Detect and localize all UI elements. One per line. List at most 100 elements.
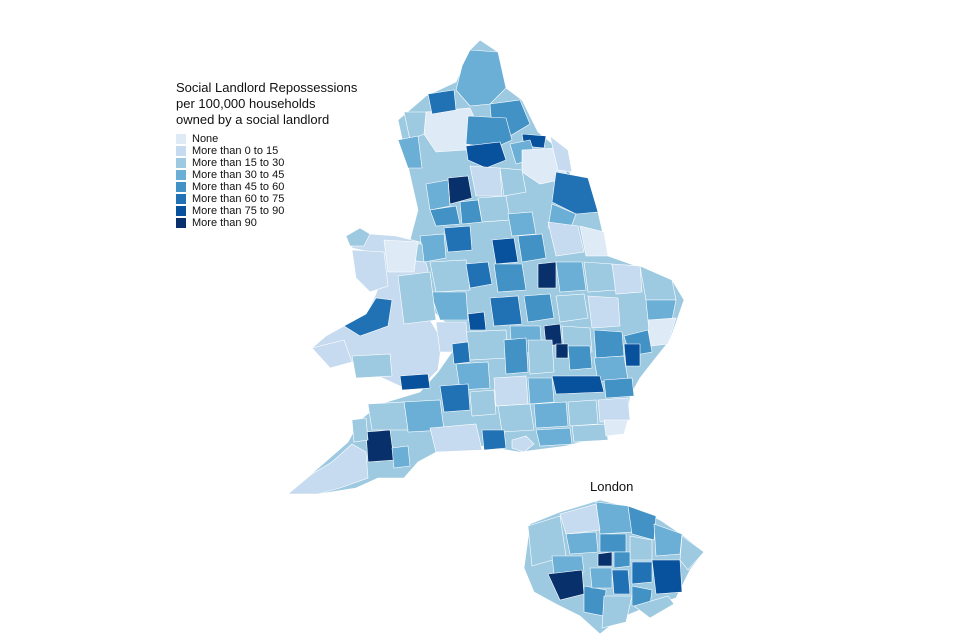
newham bbox=[631, 561, 653, 585]
swindon bbox=[493, 375, 529, 407]
exmoor bbox=[367, 401, 409, 431]
dorset bbox=[429, 423, 483, 453]
fylde bbox=[425, 179, 451, 211]
bromley bbox=[633, 595, 675, 619]
wandsworth bbox=[589, 567, 613, 589]
cumbria-coast bbox=[403, 111, 427, 141]
torbay bbox=[391, 445, 411, 469]
redbridge bbox=[653, 523, 683, 557]
waltham-forest bbox=[629, 535, 653, 561]
croydon bbox=[601, 595, 633, 629]
hertford bbox=[567, 345, 593, 371]
wakefield bbox=[507, 211, 537, 237]
kent-weald bbox=[597, 397, 631, 423]
legend-swatch bbox=[176, 218, 186, 228]
east-riding bbox=[551, 171, 599, 215]
sheffield bbox=[491, 237, 519, 265]
leicester bbox=[523, 293, 555, 323]
colchester bbox=[593, 329, 625, 359]
legend-label: More than 45 to 60 bbox=[192, 181, 285, 193]
southend bbox=[623, 343, 641, 367]
crawley bbox=[567, 399, 599, 427]
lincolnshire-east bbox=[579, 225, 609, 257]
legend-item-30-45: More than 30 to 45 bbox=[176, 169, 357, 181]
map-legend: Social Landlord Repossessions per 100,00… bbox=[176, 80, 357, 229]
legend-swatch bbox=[176, 134, 186, 144]
barking bbox=[651, 559, 683, 595]
harrogate bbox=[469, 165, 503, 197]
telford bbox=[467, 311, 487, 331]
luton bbox=[555, 343, 569, 359]
legend-title-line-2: per 100,000 households bbox=[176, 96, 316, 111]
eastbourne bbox=[571, 423, 609, 443]
preston bbox=[429, 205, 461, 227]
gloucester bbox=[455, 361, 491, 391]
enfield bbox=[627, 505, 657, 541]
norwich bbox=[645, 299, 677, 321]
nottingham bbox=[537, 261, 557, 289]
swansea bbox=[351, 353, 393, 379]
suffolk-coast bbox=[647, 317, 677, 347]
birmingham bbox=[489, 295, 523, 327]
stoke bbox=[465, 261, 493, 289]
legend-swatch bbox=[176, 194, 186, 204]
legend-title: Social Landlord Repossessions per 100,00… bbox=[176, 80, 357, 128]
scarborough bbox=[549, 135, 573, 173]
liverpool bbox=[419, 233, 447, 263]
southampton bbox=[481, 429, 507, 451]
york bbox=[499, 167, 527, 197]
bradford bbox=[459, 199, 483, 225]
cardiff bbox=[399, 373, 431, 391]
anglesey bbox=[345, 227, 371, 247]
legend-label: More than 15 to 30 bbox=[192, 157, 285, 169]
legend-label: More than 0 to 15 bbox=[192, 145, 279, 157]
legend-label: More than 60 to 75 bbox=[192, 193, 285, 205]
england-wales-map bbox=[287, 39, 685, 495]
winchester bbox=[497, 403, 535, 433]
legend-swatch bbox=[176, 158, 186, 168]
kings-lynn bbox=[611, 263, 643, 295]
leeds bbox=[477, 195, 511, 223]
london-inset-title: London bbox=[590, 479, 634, 494]
legend-swatch bbox=[176, 146, 186, 156]
london-area bbox=[551, 375, 605, 395]
durham-county bbox=[465, 115, 513, 149]
peterborough bbox=[555, 293, 589, 323]
legend-item-none: None bbox=[176, 133, 357, 145]
ealing bbox=[551, 555, 585, 575]
canterbury bbox=[603, 419, 629, 437]
norfolk-north bbox=[639, 265, 677, 301]
cheshire bbox=[429, 259, 471, 293]
surrey bbox=[533, 401, 569, 429]
shropshire bbox=[429, 291, 469, 321]
london-inset bbox=[523, 499, 705, 635]
legend-item-75-90: More than 75 to 90 bbox=[176, 205, 357, 217]
boston bbox=[583, 261, 617, 293]
legend-item-over-90: More than 90 bbox=[176, 217, 357, 229]
darlington-area bbox=[465, 141, 507, 169]
plymouth bbox=[351, 417, 369, 443]
northumberland bbox=[455, 49, 507, 107]
barrow-area bbox=[397, 135, 423, 169]
lincoln-north bbox=[547, 221, 585, 257]
exeter bbox=[365, 429, 395, 463]
monmouth bbox=[451, 341, 471, 365]
hackney bbox=[613, 551, 631, 569]
pembroke bbox=[311, 339, 353, 369]
brighton bbox=[535, 427, 573, 447]
kingston bbox=[583, 585, 607, 617]
aylesbury bbox=[527, 339, 555, 375]
oxford bbox=[503, 337, 529, 375]
gwynedd bbox=[351, 249, 389, 293]
legend-title-line-1: Social Landlord Repossessions bbox=[176, 80, 358, 95]
brent bbox=[565, 531, 599, 555]
haringey bbox=[599, 533, 627, 553]
legend-swatch bbox=[176, 170, 186, 180]
harrow bbox=[559, 503, 601, 535]
carlisle bbox=[427, 89, 457, 115]
reading bbox=[527, 377, 555, 405]
bristol bbox=[439, 383, 471, 413]
kesteven bbox=[555, 261, 587, 293]
denbigh bbox=[383, 239, 419, 273]
legend-label: More than 90 bbox=[192, 217, 257, 229]
